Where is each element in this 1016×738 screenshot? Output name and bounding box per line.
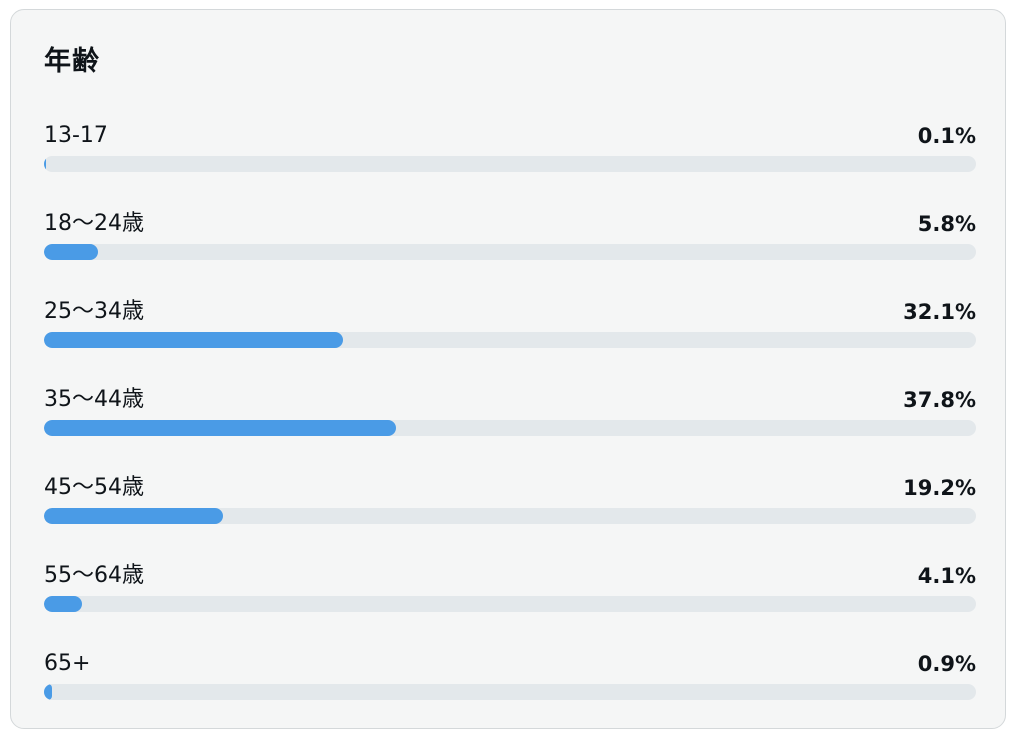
percentage-label: 32.1% [903,300,976,324]
percentage-label: 19.2% [903,476,976,500]
percentage-label: 0.1% [917,124,976,148]
bar-fill [44,156,46,172]
age-range-label: 25〜34歳 [44,299,144,324]
bar-track [44,684,976,700]
percentage-label: 37.8% [903,388,976,412]
bar-track [44,420,976,436]
bar-track [44,156,976,172]
age-range-label: 35〜44歳 [44,387,144,412]
age-row: 35〜44歳 37.8% [44,385,976,445]
age-row: 65+ 0.9% [44,649,976,709]
age-row: 18〜24歳 5.8% [44,209,976,269]
percentage-label: 4.1% [917,564,976,588]
age-row: 55〜64歳 4.1% [44,561,976,621]
bar-fill [44,684,53,700]
age-range-label: 65+ [44,651,91,676]
bar-fill [44,420,397,436]
percentage-label: 0.9% [917,652,976,676]
bar-track [44,508,976,524]
age-row: 45〜54歳 19.2% [44,473,976,533]
bar-fill [44,508,223,524]
bar-fill [44,596,83,612]
age-row: 25〜34歳 32.1% [44,297,976,357]
bar-track [44,332,976,348]
age-row: 13-17 0.1% [44,121,976,181]
bar-fill [44,244,99,260]
percentage-label: 5.8% [917,212,976,236]
age-range-label: 18〜24歳 [44,211,144,236]
age-distribution-card: 年齢 13-17 0.1% 18〜24歳 5.8% 25〜34歳 32.1% 35〜44歳 3… [10,9,1006,729]
age-range-label: 55〜64歳 [44,563,144,588]
age-range-label: 45〜54歳 [44,475,144,500]
card-title: 年齢 [44,46,100,77]
bar-fill [44,332,344,348]
bar-track [44,244,976,260]
bar-track [44,596,976,612]
age-range-label: 13-17 [44,123,108,148]
